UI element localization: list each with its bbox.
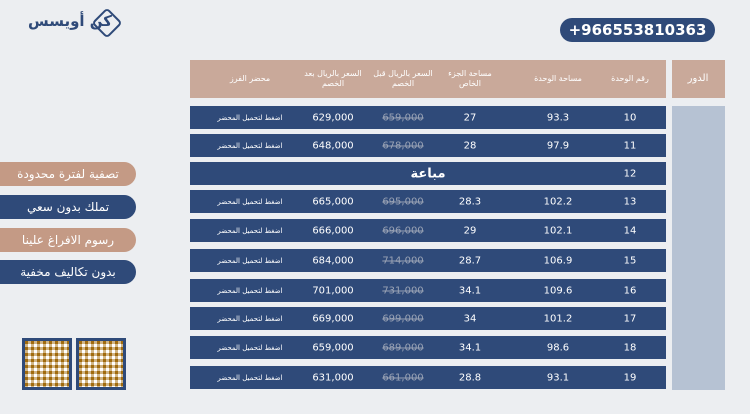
column-header: مساحة الجزء الخاص: [448, 69, 492, 88]
download-link[interactable]: اضغط لتحميل المحضر: [217, 226, 283, 235]
column-header: السعر بالريال بعد الخصم: [304, 69, 362, 88]
cell: 678,000: [382, 140, 424, 151]
cell: 28.8: [458, 372, 482, 383]
header-bar: [190, 60, 666, 98]
floor-header: الدور: [687, 73, 709, 84]
cell: 13: [623, 196, 637, 207]
cell: 695,000: [382, 196, 424, 207]
download-link[interactable]: اضغط لتحميل المحضر: [217, 373, 283, 382]
table-row: 19 93.1 28.8 661,000 631,000 اضغط لتحميل المح…: [190, 366, 666, 389]
cell: 731,000: [382, 285, 424, 296]
cell: 28: [463, 140, 477, 151]
phone[interactable]: +966553810363: [560, 18, 715, 42]
download-link[interactable]: اضغط لتحميل المحضر: [217, 314, 283, 323]
cell: 659,000: [312, 342, 354, 353]
cell: 17: [623, 313, 637, 324]
cell: 34.1: [458, 285, 482, 296]
download-link[interactable]: اضغط لتحميل المحضر: [217, 286, 283, 295]
cell: 18: [623, 342, 637, 353]
cell: 12: [623, 168, 637, 179]
cell: 696,000: [382, 225, 424, 236]
feature-badge: تصفية لفترة محدودة: [0, 162, 136, 186]
floor-header-cell: [672, 60, 725, 98]
table-row: 18 98.6 34.1 689,000 659,000 اضغط لتحميل المح…: [190, 336, 666, 359]
cell: 10: [623, 112, 637, 123]
cell: 14: [623, 225, 637, 236]
cell: 16: [623, 285, 637, 296]
cell: 28.3: [458, 196, 482, 207]
cell: 19: [623, 372, 637, 383]
cell: 11: [623, 140, 637, 151]
table-row: 14 102.1 29 696,000 666,000 اضغط لتحميل المحض…: [190, 219, 666, 242]
cell: 106.9: [543, 255, 573, 266]
download-link[interactable]: اضغط لتحميل المحضر: [217, 256, 283, 265]
table-row: 13 102.2 28.3 695,000 665,000 اضغط لتحميل الم…: [190, 190, 666, 213]
table-row: 11 97.9 28 678,000 648,000 اضغط لتحميل المحضر: [190, 134, 666, 157]
table-row: 15 106.9 28.7 714,000 684,000 اضغط لتحميل الم…: [190, 249, 666, 272]
cell: 666,000: [312, 225, 354, 236]
cell: 102.1: [543, 225, 573, 236]
cell: 714,000: [382, 255, 424, 266]
sold-label: مباعة: [410, 166, 446, 181]
cell: 689,000: [382, 342, 424, 353]
download-link[interactable]: اضغط لتحميل المحضر: [217, 113, 283, 122]
cell: 34.1: [458, 342, 482, 353]
cell: 109.6: [543, 285, 573, 296]
cell: 659,000: [382, 112, 424, 123]
cell: 665,000: [312, 196, 354, 207]
qr-code[interactable]: [22, 338, 72, 390]
table-row: 10 93.3 27 659,000 629,000 اضغط لتحميل المحضر: [190, 106, 666, 129]
column-header: محضر الفرز: [229, 74, 271, 83]
feature-badge: بدون تكاليف مخفية: [0, 260, 136, 284]
cell: 93.1: [546, 372, 570, 383]
download-link[interactable]: اضغط لتحميل المحضر: [217, 197, 283, 206]
download-link[interactable]: اضغط لتحميل المحضر: [217, 141, 283, 150]
table-row: 16 109.6 34.1 731,000 701,000 اضغط لتحميل الم…: [190, 279, 666, 302]
cell: 102.2: [543, 196, 573, 207]
table-row: 17 101.2 34 699,000 669,000 اضغط لتحميل المحض…: [190, 307, 666, 330]
column-header: السعر بالريال قبل الخصم: [373, 69, 433, 88]
cell: 669,000: [312, 313, 354, 324]
floor-cell: [672, 106, 725, 390]
cell: 34: [463, 313, 477, 324]
column-header: مساحة الوحدة: [534, 74, 582, 83]
cell: 684,000: [312, 255, 354, 266]
cell: 93.3: [546, 112, 570, 123]
cell: 699,000: [382, 313, 424, 324]
feature-badge: رسوم الافراغ علينا: [0, 228, 136, 252]
cell: 629,000: [312, 112, 354, 123]
table-row: 12 مباعة: [190, 162, 666, 185]
qr-code[interactable]: [76, 338, 126, 390]
column-header: رقم الوحدة: [611, 74, 649, 83]
cell: 27: [463, 112, 477, 123]
logo: كن أويسس: [28, 12, 113, 30]
download-link[interactable]: اضغط لتحميل المحضر: [217, 343, 283, 352]
cell: 15: [623, 255, 637, 266]
cell: 661,000: [382, 372, 424, 383]
cell: 28.7: [458, 255, 482, 266]
feature-badge: تملك بدون سعي: [0, 195, 136, 219]
cell: 101.2: [543, 313, 573, 324]
cell: 701,000: [312, 285, 354, 296]
cell: 631,000: [312, 372, 354, 383]
cell: 648,000: [312, 140, 354, 151]
cell: 98.6: [546, 342, 570, 353]
cell: 29: [463, 225, 477, 236]
cell: 97.9: [546, 140, 570, 151]
